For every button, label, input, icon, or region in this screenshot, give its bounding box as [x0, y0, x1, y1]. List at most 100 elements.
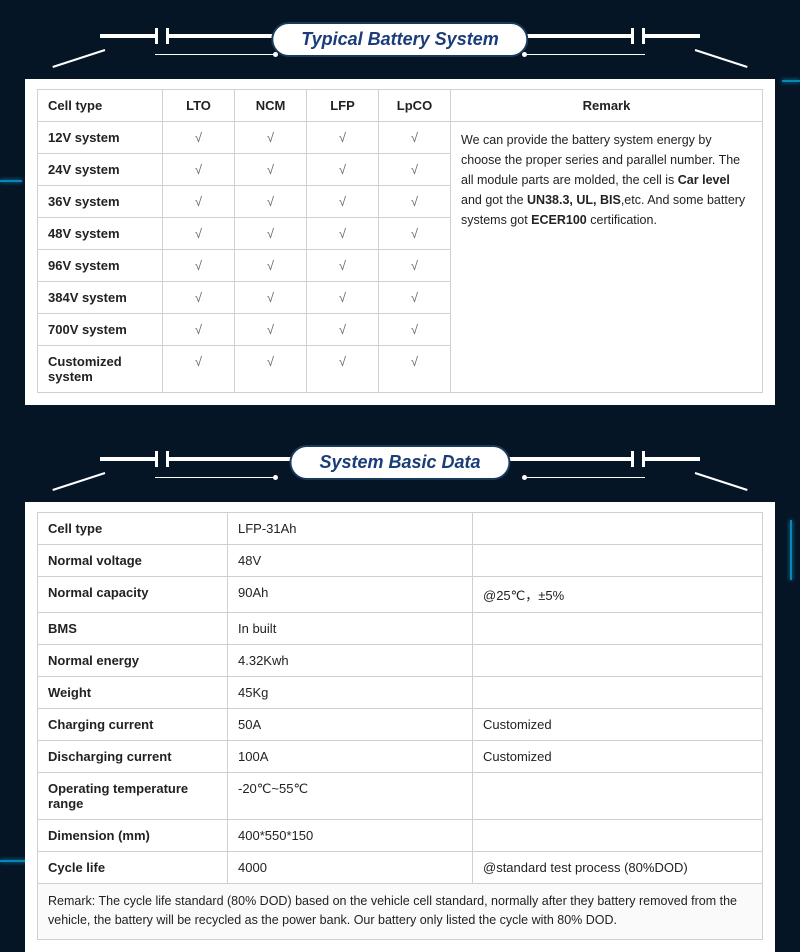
- col-remark: Remark: [451, 90, 763, 122]
- spec-value: 50A: [228, 709, 473, 741]
- row-label: 36V system: [38, 186, 163, 218]
- row-label: Customized system: [38, 346, 163, 393]
- spec-value: 400*550*150: [228, 820, 473, 852]
- section-system-basic-data: System Basic Data Cell typeLFP-31AhNorma…: [0, 405, 800, 952]
- check-cell: √: [307, 250, 379, 282]
- system-data-card: Cell typeLFP-31AhNormal voltage48VNormal…: [25, 502, 775, 952]
- spec-value: 100A: [228, 741, 473, 773]
- check-cell: √: [163, 250, 235, 282]
- remark-cell: We can provide the battery system energy…: [451, 122, 763, 393]
- spec-note: [473, 773, 763, 820]
- table-row: 12V system√√√√We can provide the battery…: [38, 122, 763, 154]
- check-cell: √: [307, 218, 379, 250]
- row-label: 48V system: [38, 218, 163, 250]
- tech-line-right: [500, 34, 700, 38]
- table-row: Discharging current100ACustomized: [38, 741, 763, 773]
- check-cell: √: [235, 250, 307, 282]
- spec-key: Discharging current: [38, 741, 228, 773]
- tech-subline-right: [525, 54, 645, 55]
- table-row: Normal capacity90Ah@25℃，±5%: [38, 577, 763, 613]
- check-cell: √: [379, 250, 451, 282]
- check-cell: √: [235, 314, 307, 346]
- spec-value: 90Ah: [228, 577, 473, 613]
- tech-subline-right: [525, 477, 645, 478]
- col-lpco: LpCO: [379, 90, 451, 122]
- spec-key: Charging current: [38, 709, 228, 741]
- spec-note: [473, 513, 763, 545]
- spec-key: Weight: [38, 677, 228, 709]
- spec-key: BMS: [38, 613, 228, 645]
- table-row: Normal energy4.32Kwh: [38, 645, 763, 677]
- spec-note: Customized: [473, 741, 763, 773]
- footnote-text: Remark: The cycle life standard (80% DOD…: [38, 884, 763, 940]
- spec-key: Normal capacity: [38, 577, 228, 613]
- row-label: 24V system: [38, 154, 163, 186]
- check-cell: √: [235, 122, 307, 154]
- col-ncm: NCM: [235, 90, 307, 122]
- row-label: 700V system: [38, 314, 163, 346]
- check-cell: √: [307, 154, 379, 186]
- tech-line-left: [100, 457, 300, 461]
- check-cell: √: [379, 186, 451, 218]
- battery-system-table: Cell type LTO NCM LFP LpCO Remark 12V sy…: [37, 89, 763, 393]
- spec-note: [473, 677, 763, 709]
- tech-subline-left: [155, 54, 275, 55]
- spec-note: [473, 645, 763, 677]
- spec-key: Cycle life: [38, 852, 228, 884]
- tech-line-left: [100, 34, 300, 38]
- table-row: BMSIn built: [38, 613, 763, 645]
- spec-value: 4000: [228, 852, 473, 884]
- table-row: Cycle life4000@standard test process (80…: [38, 852, 763, 884]
- spec-key: Dimension (mm): [38, 820, 228, 852]
- check-cell: √: [307, 122, 379, 154]
- spec-value: LFP-31Ah: [228, 513, 473, 545]
- table-row: Cell typeLFP-31Ah: [38, 513, 763, 545]
- col-cell-type: Cell type: [38, 90, 163, 122]
- table-row: Normal voltage48V: [38, 545, 763, 577]
- check-cell: √: [235, 282, 307, 314]
- check-cell: √: [307, 186, 379, 218]
- row-label: 96V system: [38, 250, 163, 282]
- spec-value: 48V: [228, 545, 473, 577]
- spec-value: In built: [228, 613, 473, 645]
- check-cell: √: [235, 218, 307, 250]
- system-data-table: Cell typeLFP-31AhNormal voltage48VNormal…: [37, 512, 763, 940]
- section-title-pill: Typical Battery System: [271, 22, 528, 57]
- check-cell: √: [307, 282, 379, 314]
- battery-system-card: Cell type LTO NCM LFP LpCO Remark 12V sy…: [25, 79, 775, 405]
- check-cell: √: [307, 346, 379, 393]
- check-cell: √: [307, 314, 379, 346]
- check-cell: √: [163, 282, 235, 314]
- spec-value: 45Kg: [228, 677, 473, 709]
- section-title-pill: System Basic Data: [289, 445, 510, 480]
- check-cell: √: [379, 282, 451, 314]
- tech-line-right: [500, 457, 700, 461]
- check-cell: √: [163, 218, 235, 250]
- spec-key: Cell type: [38, 513, 228, 545]
- section-header: Typical Battery System: [25, 12, 775, 67]
- check-cell: √: [379, 218, 451, 250]
- spec-note: [473, 613, 763, 645]
- check-cell: √: [163, 314, 235, 346]
- spec-note: @standard test process (80%DOD): [473, 852, 763, 884]
- table-row: Charging current50ACustomized: [38, 709, 763, 741]
- table-row: Operating temperature range-20℃~55℃: [38, 773, 763, 820]
- spec-key: Normal voltage: [38, 545, 228, 577]
- spec-key: Operating temperature range: [38, 773, 228, 820]
- col-lfp: LFP: [307, 90, 379, 122]
- table-row: Dimension (mm)400*550*150: [38, 820, 763, 852]
- check-cell: √: [163, 346, 235, 393]
- spec-value: -20℃~55℃: [228, 773, 473, 820]
- spec-key: Normal energy: [38, 645, 228, 677]
- check-cell: √: [163, 122, 235, 154]
- footnote-row: Remark: The cycle life standard (80% DOD…: [38, 884, 763, 940]
- spec-note: [473, 820, 763, 852]
- section-title: System Basic Data: [319, 452, 480, 472]
- col-lto: LTO: [163, 90, 235, 122]
- spec-note: Customized: [473, 709, 763, 741]
- check-cell: √: [235, 154, 307, 186]
- check-cell: √: [163, 186, 235, 218]
- row-label: 384V system: [38, 282, 163, 314]
- check-cell: √: [379, 314, 451, 346]
- check-cell: √: [379, 154, 451, 186]
